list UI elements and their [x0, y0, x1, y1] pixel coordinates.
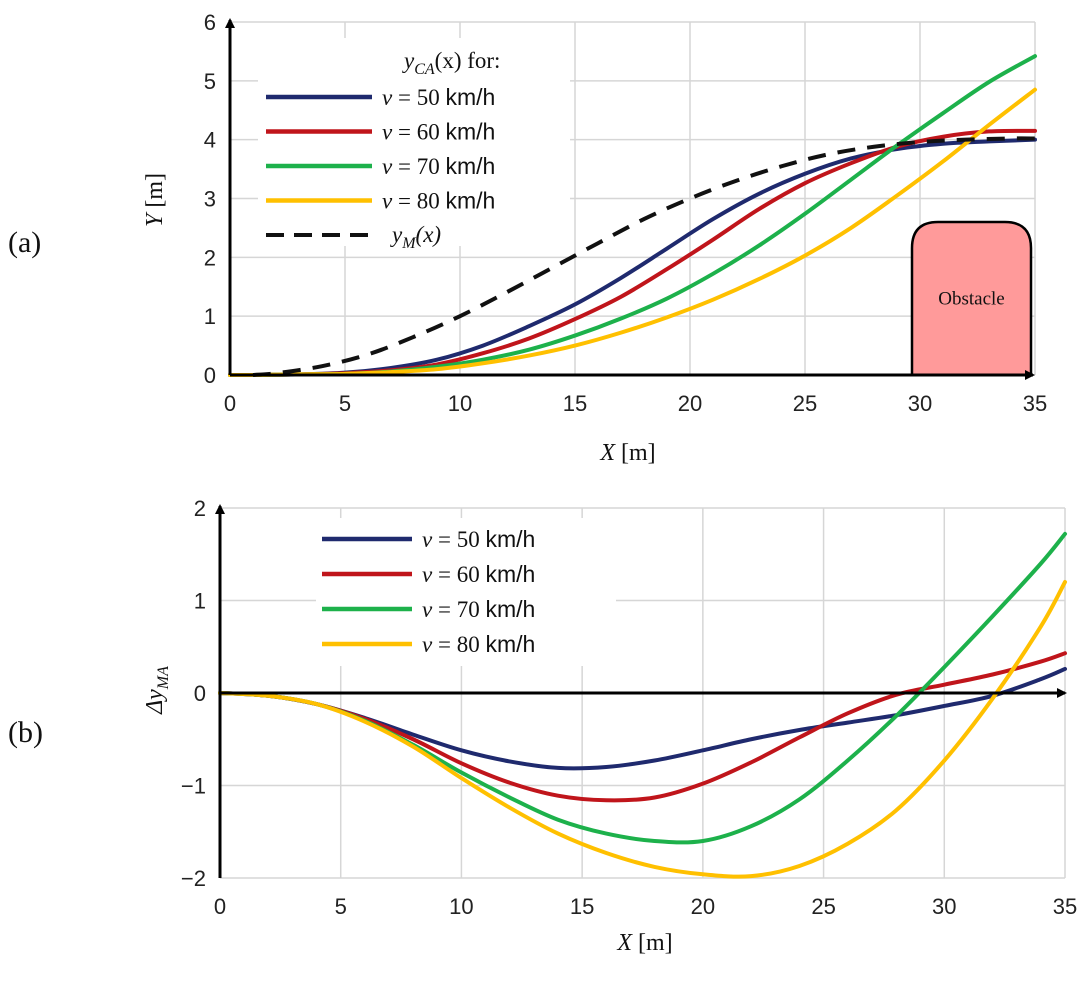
- y-tick-label: 3: [204, 187, 216, 212]
- panel-label-a: (a): [8, 226, 41, 259]
- legend-b-background: [316, 518, 616, 666]
- legend-a-label-ym: yM(x): [390, 222, 441, 252]
- axes-b: [215, 504, 1067, 878]
- x-tick-label: 10: [449, 894, 473, 919]
- x-tick-label: 35: [1023, 391, 1047, 416]
- x-tick-label: 25: [793, 391, 817, 416]
- legend-label-60: v = 60 km/h: [382, 119, 495, 145]
- legend-b-items: v = 50 km/h v = 60 km/h v = 70 km/h v = 80 …: [322, 526, 535, 657]
- x-tick-label: 20: [678, 391, 702, 416]
- obstacle-box: Obstacle: [910, 220, 1033, 377]
- y-tick-label: 2: [204, 245, 216, 270]
- y-tick-label: 0: [194, 681, 206, 706]
- legend-b: v = 50 km/h v = 60 km/h v = 70 km/h v = 80 …: [316, 518, 616, 666]
- legend-label-50: v = 50 km/h: [422, 526, 535, 552]
- y-axis-title-a: Y [m]: [142, 173, 168, 227]
- axes-a: [225, 18, 1035, 380]
- legend-label-70: v = 70 km/h: [382, 153, 495, 179]
- y-tick-label: 2: [194, 496, 206, 521]
- legend-a-background: [258, 38, 570, 246]
- y-tick-label: 6: [204, 10, 216, 35]
- legend-label-50: v = 50 km/h: [382, 84, 495, 110]
- x-tick-label: 15: [563, 391, 587, 416]
- chart-b: (b) 0 5 10 15 20 25 30 35 −2 −1 0 1 2 X [m] ΔyMA v =…: [8, 496, 1077, 956]
- legend-a-title: yCA(x) for:: [402, 48, 500, 78]
- series-group-b: [218, 531, 1067, 879]
- y-tick-label: 0: [204, 363, 216, 388]
- legend-a: yCA(x) for: v = 50 km/h v = 60 km/h v = 70…: [258, 38, 570, 252]
- y-tick-label: 4: [204, 128, 216, 153]
- x-axis-title-b: X [m]: [616, 930, 672, 956]
- series-line-80-kmh: [218, 580, 1067, 879]
- x-tick-label: 5: [339, 391, 351, 416]
- chart-a: (a) Obstacle 0 5 10 15 20 25 30 35 0 1 2 3 4 5 6 X [m]…: [8, 10, 1047, 466]
- x-tick-label: 15: [570, 894, 594, 919]
- ticks-b: 0 5 10 15 20 25 30 35 −2 −1 0 1 2: [181, 496, 1077, 919]
- x-tick-label: 35: [1053, 894, 1077, 919]
- x-tick-label: 0: [214, 894, 226, 919]
- series-line-ym: [252, 136, 1036, 377]
- legend-label-80: v = 80 km/h: [422, 631, 535, 657]
- y-tick-label: 1: [194, 589, 206, 614]
- x-axis-title-a: X [m]: [599, 440, 655, 466]
- y-tick-label: −1: [181, 774, 206, 799]
- obstacle-shape: [910, 220, 1033, 377]
- x-tick-label: 30: [932, 894, 956, 919]
- legend-label-60: v = 60 km/h: [422, 561, 535, 587]
- obstacle-label: Obstacle: [938, 288, 1004, 309]
- y-tick-label: −2: [181, 866, 206, 891]
- legend-label-80: v = 80 km/h: [382, 188, 495, 214]
- x-tick-label: 20: [691, 894, 715, 919]
- legend-label-70: v = 70 km/h: [422, 596, 535, 622]
- legend-a-items: v = 50 km/h v = 60 km/h v = 70 km/h v = 80 …: [266, 84, 495, 214]
- x-tick-label: 0: [224, 391, 236, 416]
- panel-label-b: (b): [8, 716, 43, 749]
- x-tick-label: 5: [335, 894, 347, 919]
- y-tick-label: 1: [204, 304, 216, 329]
- series-group-a: [228, 54, 1037, 378]
- x-tick-label: 10: [448, 391, 472, 416]
- ticks-a: 0 5 10 15 20 25 30 35 0 1 2 3 4 5 6: [204, 10, 1047, 416]
- x-tick-label: 30: [908, 391, 932, 416]
- x-tick-label: 25: [811, 894, 835, 919]
- y-tick-label: 5: [204, 69, 216, 94]
- y-axis-title-b: ΔyMA: [142, 666, 172, 715]
